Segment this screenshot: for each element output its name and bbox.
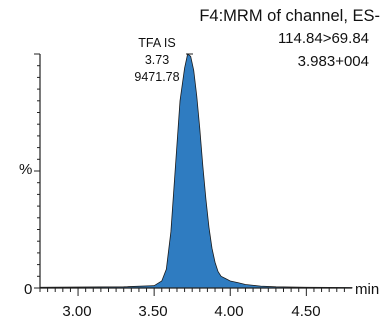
plot-area: [34, 53, 353, 296]
x-axis-label: min: [355, 281, 379, 298]
y-axis-zero-label: 0: [24, 281, 32, 298]
x-tick-label-3: 4.00: [214, 303, 243, 320]
peak-label-time: 3.73: [145, 53, 169, 67]
x-tick-label-1: 3.00: [62, 303, 91, 320]
peak-label-area: 9471.78: [134, 70, 179, 84]
x-tick-label-4: 4.50: [291, 303, 320, 320]
x-tick-label-2: 3.50: [138, 303, 167, 320]
peak-label-name: TFA IS: [138, 36, 176, 50]
peak-area: [39, 53, 353, 289]
chart-title-line-3: 3.983+004: [298, 53, 369, 70]
y-axis-label: %: [19, 161, 32, 178]
x-axis-ticks: [39, 288, 345, 296]
chart-title-line-1: F4:MRM of channel, ES-: [199, 7, 380, 25]
chart-title-line-2: 114.84>69.84: [278, 30, 369, 47]
y-axis-ticks: [34, 53, 40, 289]
